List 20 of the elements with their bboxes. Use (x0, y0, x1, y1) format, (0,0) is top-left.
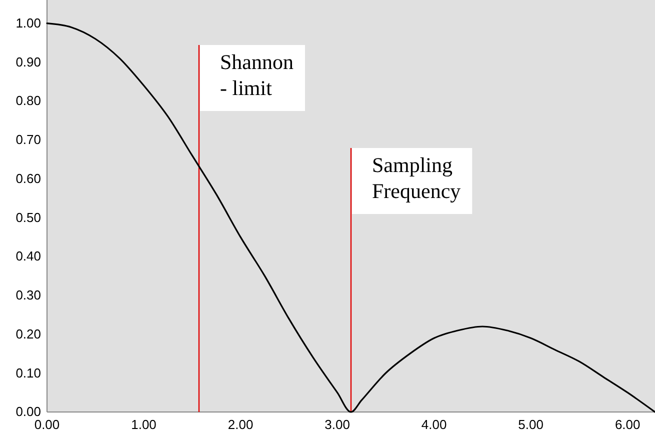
y-tick-label: 0.00 (16, 404, 41, 420)
y-tick-label: 0.20 (16, 326, 41, 342)
y-tick-label: 0.50 (16, 210, 41, 225)
y-tick-label: 0.60 (16, 170, 41, 186)
ref-line-label: Shannon - limit (220, 50, 294, 100)
x-tick-label: 5.00 (518, 417, 544, 432)
y-tick-label: 0.70 (16, 132, 41, 148)
ref-line-label: Sampling Frequency (372, 153, 462, 203)
x-tick-label: 6.00 (614, 417, 640, 432)
y-tick-label: 0.80 (16, 93, 41, 108)
y-tick-label: 1.00 (16, 15, 41, 30)
x-tick-label: 1.00 (131, 417, 156, 432)
x-tick-label: 3.00 (324, 417, 350, 432)
x-tick-label: 4.00 (421, 417, 447, 432)
x-tick-label: 0.00 (34, 417, 60, 432)
x-tick-label: 2.00 (228, 417, 254, 432)
y-tick-label: 0.90 (16, 54, 41, 70)
y-tick-label: 0.40 (16, 248, 41, 264)
y-tick-label: 0.10 (16, 365, 41, 380)
y-tick-label: 0.30 (16, 288, 41, 303)
